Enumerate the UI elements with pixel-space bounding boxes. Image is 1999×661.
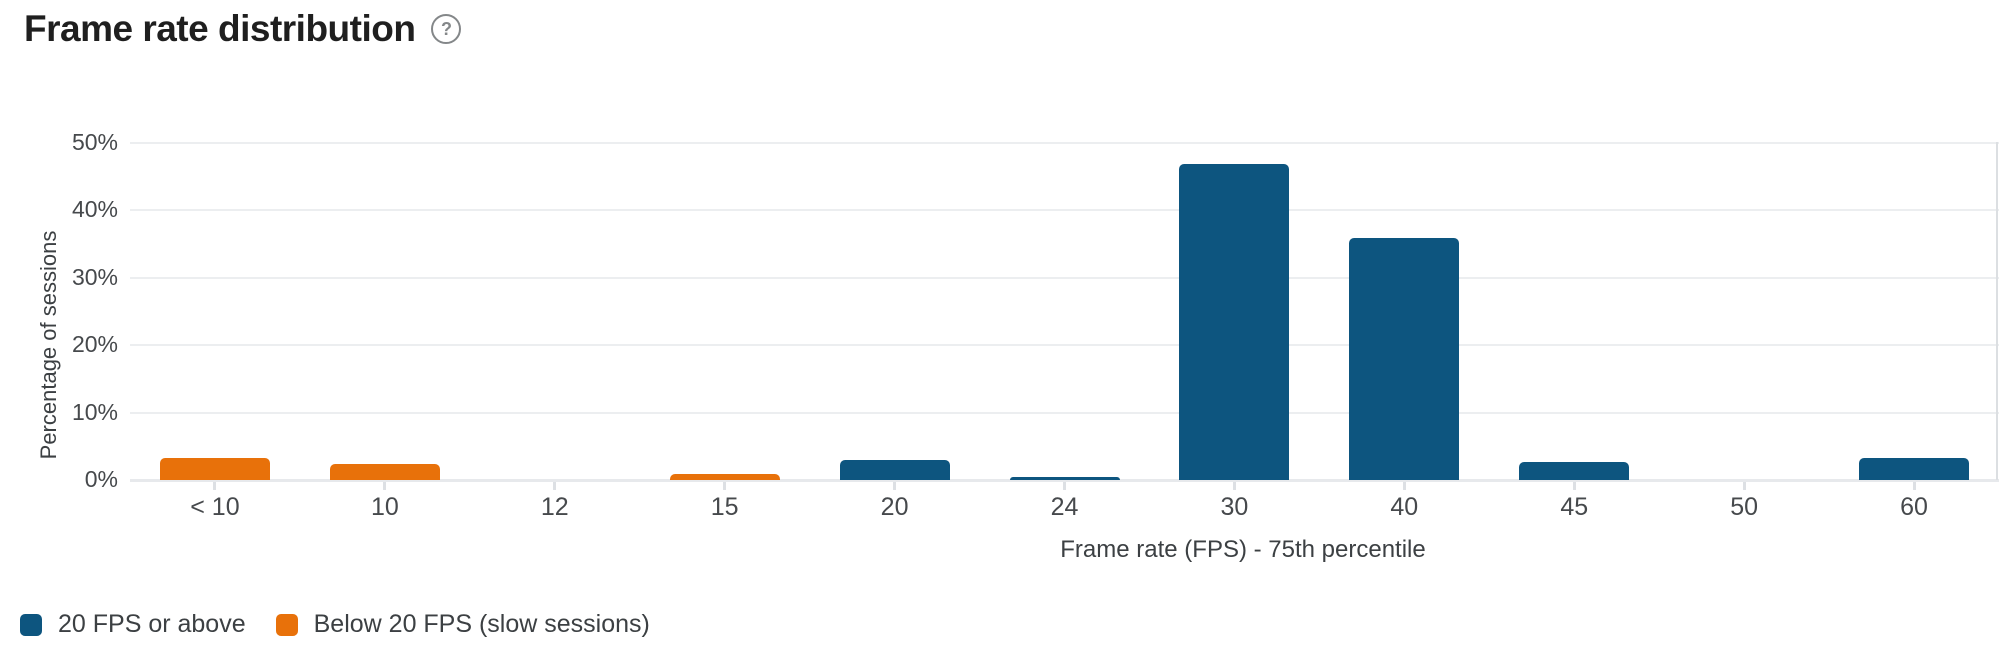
gridline-30% bbox=[130, 276, 1999, 279]
gridline-20% bbox=[130, 344, 1999, 347]
y-tick-label: 10% bbox=[71, 398, 118, 425]
x-tick-mark bbox=[383, 482, 387, 490]
legend-item-below-20fps: Below 20 FPS (slow sessions) bbox=[275, 610, 650, 639]
bar-24[interactable] bbox=[1009, 476, 1120, 480]
legend-label: 20 FPS or above bbox=[58, 610, 246, 638]
y-tick-label: 30% bbox=[71, 263, 118, 290]
bar-40[interactable] bbox=[1349, 237, 1460, 480]
x-tick-label: < 10 bbox=[190, 493, 240, 521]
x-tick-label: 24 bbox=[1050, 493, 1079, 521]
page-title: Frame rate distribution bbox=[24, 8, 416, 49]
x-tick-mark bbox=[553, 482, 557, 490]
x-tick-label: 30 bbox=[1220, 493, 1249, 521]
chart-legend: 20 FPS or above Below 20 FPS (slow sessi… bbox=[20, 610, 680, 639]
x-tick-mark bbox=[1402, 482, 1406, 490]
x-tick-label: 50 bbox=[1730, 493, 1759, 521]
chart-header: Frame rate distribution ? bbox=[24, 8, 462, 50]
bar-<10[interactable] bbox=[159, 457, 270, 480]
x-tick-mark bbox=[1742, 482, 1746, 490]
x-tick-mark bbox=[1232, 482, 1236, 490]
x-tick-mark bbox=[1912, 482, 1916, 490]
x-tick-mark bbox=[213, 482, 217, 490]
gridline-40% bbox=[130, 209, 1999, 212]
plot-right-border bbox=[1996, 141, 1998, 480]
y-tick-label: 0% bbox=[84, 466, 118, 492]
x-tick-label: 10 bbox=[370, 493, 399, 521]
bar-15[interactable] bbox=[669, 473, 780, 480]
x-tick-label: 12 bbox=[540, 493, 569, 521]
y-tick-label: 20% bbox=[71, 331, 118, 358]
legend-swatch-blue bbox=[20, 613, 42, 636]
x-tick-mark bbox=[893, 482, 897, 490]
bar-10[interactable] bbox=[329, 463, 440, 480]
gridline-10% bbox=[130, 411, 1999, 414]
bar-60[interactable] bbox=[1859, 457, 1970, 480]
bar-45[interactable] bbox=[1519, 461, 1630, 480]
bar-30[interactable] bbox=[1179, 164, 1290, 480]
gridline-50% bbox=[130, 141, 1999, 144]
legend-swatch-orange bbox=[275, 613, 298, 636]
gridline-0% bbox=[130, 479, 1999, 482]
x-tick-label: 45 bbox=[1560, 493, 1589, 521]
bar-20[interactable] bbox=[839, 459, 950, 480]
x-tick-mark bbox=[723, 482, 727, 490]
x-tick-label: 60 bbox=[1900, 493, 1928, 521]
y-tick-label: 40% bbox=[71, 196, 118, 223]
x-tick-mark bbox=[1572, 482, 1576, 490]
help-icon[interactable]: ? bbox=[431, 14, 462, 44]
x-axis-title: Frame rate (FPS) - 75th percentile bbox=[1060, 536, 1426, 563]
y-tick-label: 50% bbox=[71, 128, 118, 155]
legend-label: Below 20 FPS (slow sessions) bbox=[313, 610, 650, 638]
legend-item-above-20fps: 20 FPS or above bbox=[20, 610, 246, 639]
x-tick-label: 15 bbox=[710, 493, 739, 521]
x-tick-mark bbox=[1063, 482, 1066, 490]
x-tick-label: 20 bbox=[880, 493, 909, 521]
x-tick-label: 40 bbox=[1390, 493, 1419, 521]
